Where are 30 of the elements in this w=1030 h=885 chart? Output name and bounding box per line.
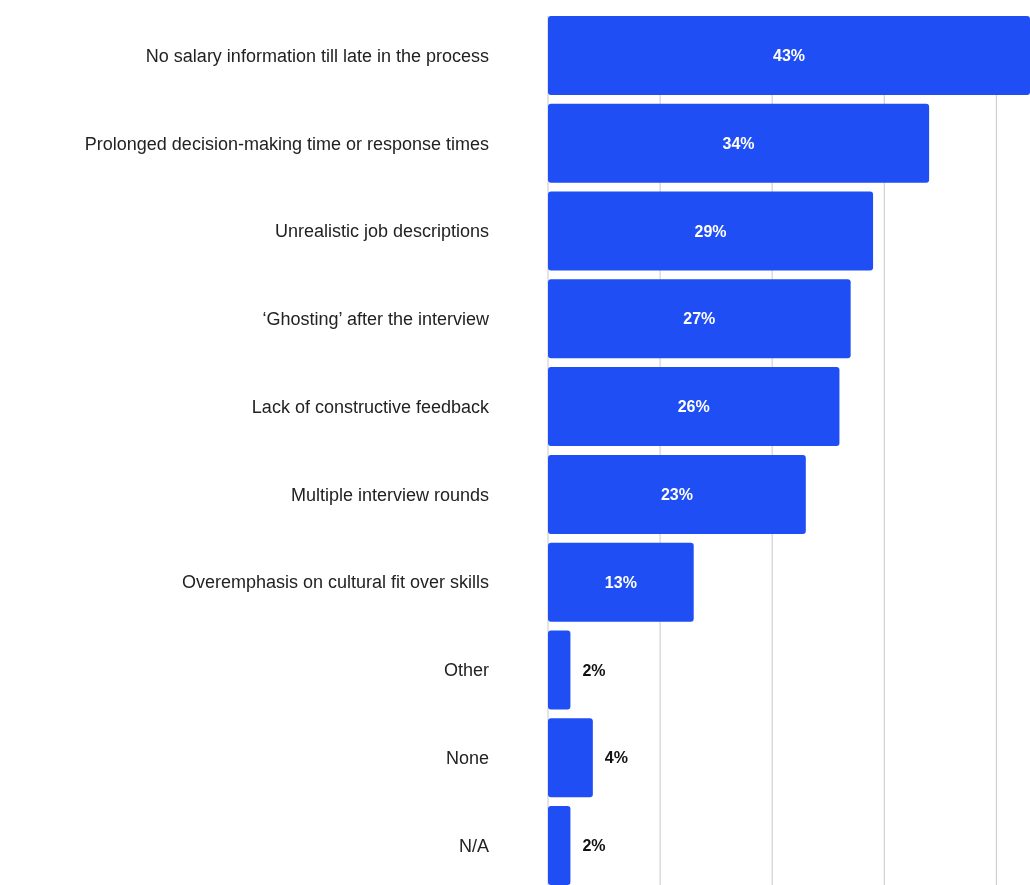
data-label: 4%	[604, 749, 628, 767]
bar	[548, 718, 593, 798]
y-tick-label: Other	[443, 660, 489, 681]
data-label: 29%	[694, 222, 727, 240]
y-tick-label: N/A	[458, 835, 489, 856]
y-tick-label: Multiple interview rounds	[290, 484, 489, 505]
data-label: 27%	[683, 310, 716, 328]
y-tick-label: Prolonged decision-making time or response times	[84, 133, 489, 154]
bar	[548, 542, 694, 622]
y-tick-label: ‘Ghosting’ after the interview	[262, 309, 490, 330]
bar	[548, 16, 1030, 95]
bar	[548, 367, 840, 447]
data-label: 43%	[772, 47, 806, 65]
data-label: 13%	[604, 573, 637, 591]
bar	[548, 630, 571, 710]
bar	[548, 103, 930, 183]
data-label: 34%	[722, 134, 755, 152]
bar	[548, 806, 571, 885]
y-tick-label: None	[445, 748, 489, 769]
bar	[548, 279, 851, 359]
y-tick-label: Unrealistic job descriptions	[274, 221, 489, 242]
data-label: 2%	[582, 837, 606, 855]
y-tick-label: Lack of constructive feedback	[251, 396, 490, 417]
data-label: 26%	[677, 398, 710, 416]
data-label: 23%	[660, 485, 693, 503]
data-label: 2%	[582, 661, 606, 679]
bar	[548, 454, 806, 534]
y-tick-label: Overemphasis on cultural fit over skills	[181, 572, 489, 593]
y-tick-label: No salary information till late in the process	[145, 45, 489, 66]
bar	[548, 191, 874, 271]
